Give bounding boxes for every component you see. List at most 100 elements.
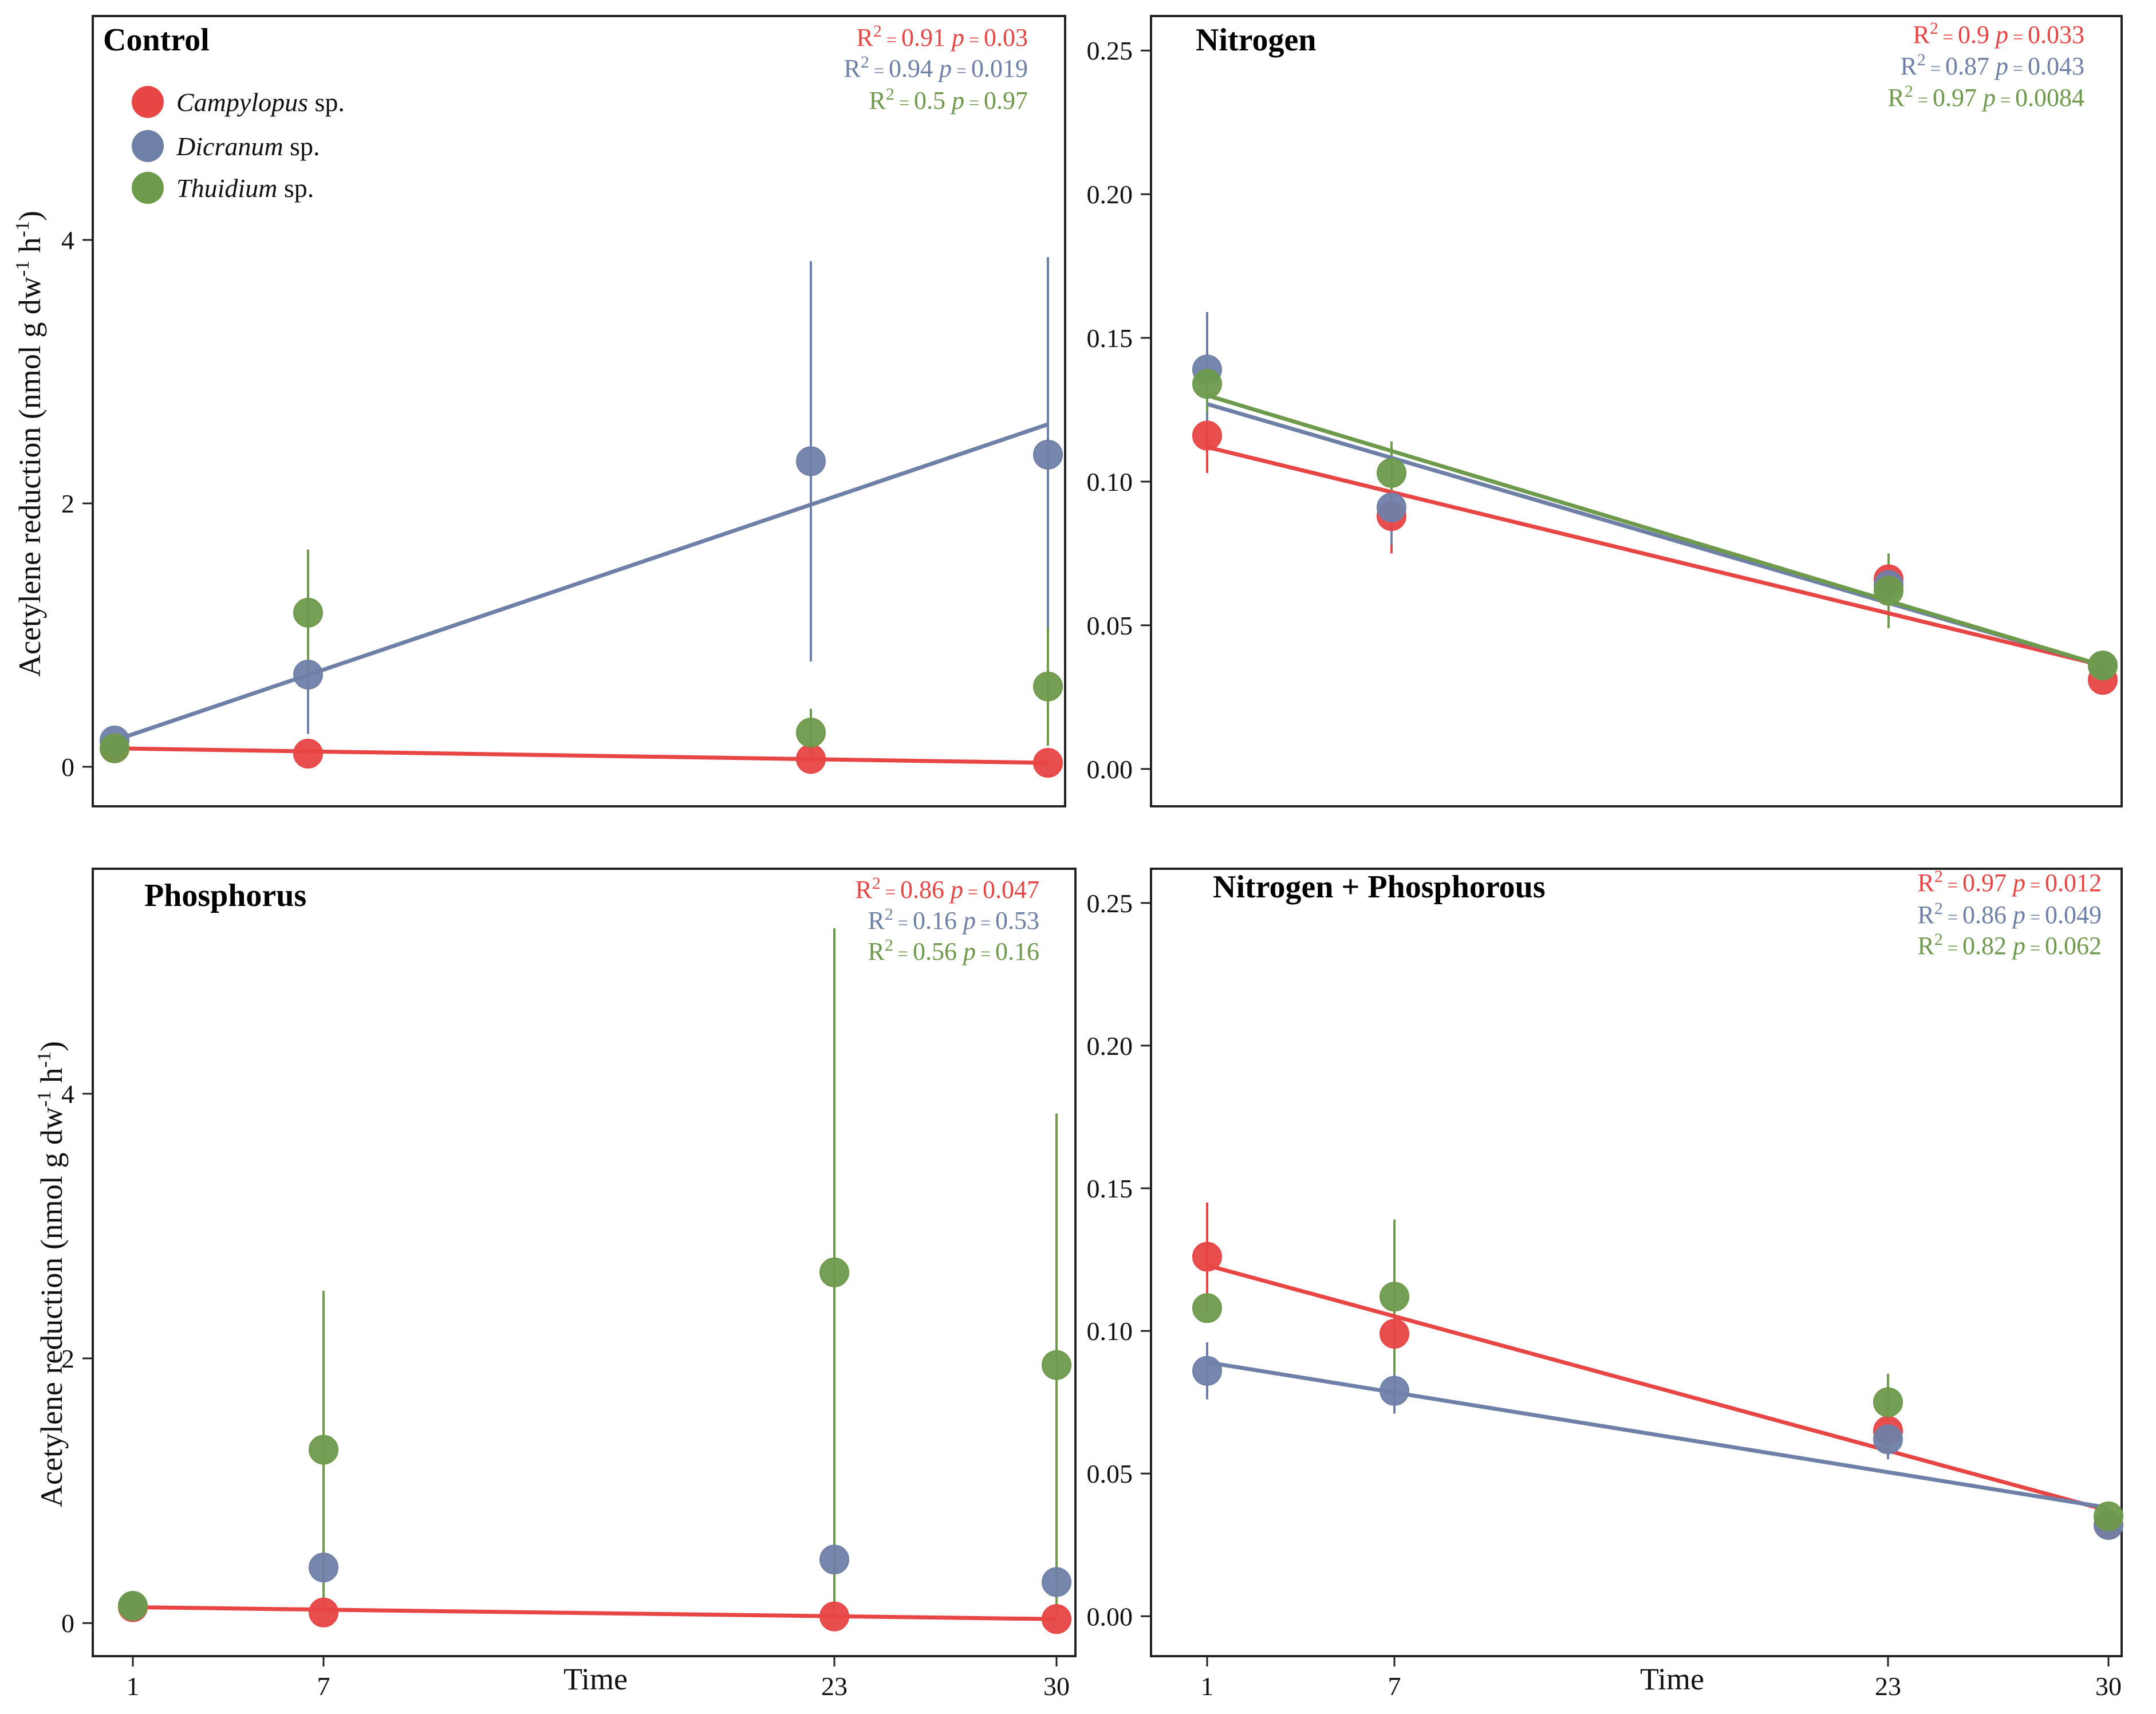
- data-point: [1873, 1387, 1903, 1417]
- data-point: [1192, 1356, 1222, 1386]
- y-tick-label: 0.20: [1087, 180, 1133, 209]
- y-tick-label: 2: [61, 489, 74, 518]
- stats-annotation: R2 = 0.97 p = 0.012: [1918, 867, 2102, 897]
- x-tick-label: 23: [821, 1672, 848, 1701]
- plot-frame: [1150, 868, 2123, 1657]
- x-tick-label: 30: [1043, 1672, 1070, 1701]
- stats-annotation: R2 = 0.9 p = 0.033: [1913, 19, 2084, 49]
- data-point: [796, 446, 826, 476]
- plot-frame: [1150, 15, 2123, 807]
- stats-annotation: R2 = 0.16 p = 0.53: [868, 905, 1039, 935]
- x-tick-label: 1: [1201, 1672, 1214, 1701]
- data-point: [1033, 671, 1063, 702]
- legend-marker: [132, 130, 164, 162]
- legend-marker: [132, 172, 164, 204]
- data-point: [309, 1553, 338, 1583]
- y-tick-label: 0.10: [1087, 467, 1133, 497]
- y-tick-label: 0.00: [1087, 755, 1133, 784]
- stats-annotation: R2 = 0.97 p = 0.0084: [1888, 82, 2084, 112]
- fit-line: [1206, 393, 2104, 668]
- fit-line: [1207, 1263, 2109, 1513]
- data-point: [1042, 1567, 1071, 1597]
- fit-line: [132, 1605, 1057, 1621]
- y-tick-label: 2: [61, 1344, 74, 1373]
- data-point: [293, 739, 323, 769]
- data-point: [1192, 1293, 1222, 1323]
- data-point: [118, 1591, 148, 1621]
- y-tick-label: 0.10: [1087, 1317, 1133, 1346]
- data-point: [819, 1544, 849, 1575]
- panel-1: 0.00 0.05 0.10 0.15 0.20 0.25 Nitrogen R2 = 0.9…: [1087, 15, 2123, 807]
- data-point: [819, 1257, 849, 1287]
- y-tick-label: 4: [61, 1079, 74, 1109]
- plot-frame: [92, 15, 1066, 807]
- x-axis-label: Time: [563, 1662, 628, 1696]
- y-tick-label: 0: [61, 752, 74, 782]
- data-point: [100, 733, 129, 763]
- x-tick-label: 1: [127, 1672, 140, 1701]
- data-point: [1033, 439, 1063, 470]
- y-tick-label: 0.05: [1087, 1459, 1133, 1488]
- stats-annotation: R2 = 0.82 p = 0.062: [1918, 930, 2102, 960]
- data-point: [1379, 1282, 1409, 1312]
- stats-annotation: R2 = 0.56 p = 0.16: [868, 936, 1039, 966]
- panel-title: Phosphorus: [144, 878, 306, 913]
- panel-3: 0.00 0.05 0.10 0.15 0.20 0.25 1 7 23 30 Nitrogen +…: [1087, 867, 2123, 1701]
- fit-line: [1207, 1360, 2109, 1510]
- stats-annotation: R2 = 0.94 p = 0.019: [844, 53, 1028, 82]
- data-point: [1192, 1242, 1222, 1272]
- data-point: [1379, 1376, 1409, 1406]
- data-point: [1874, 576, 1903, 606]
- y-tick-label: 4: [61, 226, 74, 255]
- x-tick-label: 23: [1875, 1672, 1901, 1701]
- data-point: [2094, 1501, 2123, 1531]
- y-tick-label: 0.25: [1087, 36, 1133, 65]
- y-tick-label: 0.00: [1087, 1602, 1133, 1631]
- stats-annotation: R2 = 0.5 p = 0.97: [869, 85, 1028, 115]
- data-point: [796, 718, 826, 748]
- fit-line: [1207, 445, 2103, 668]
- stats-annotation: R2 = 0.87 p = 0.043: [1901, 50, 2084, 80]
- data-point: [1377, 492, 1406, 523]
- legend-entry: Campylopus sp.: [176, 88, 345, 117]
- data-point: [1033, 748, 1063, 778]
- stats-annotation: R2 = 0.86 p = 0.047: [856, 874, 1039, 904]
- y-tick-label: 0: [61, 1609, 74, 1638]
- y-axis-label: Acetylene reduction (nmol g dw-1 h-1): [34, 1041, 69, 1507]
- stats-annotation: R2 = 0.91 p = 0.03: [857, 22, 1028, 52]
- data-point: [309, 1597, 338, 1628]
- data-point: [1379, 1319, 1409, 1349]
- data-point: [293, 597, 323, 628]
- data-point: [819, 1601, 849, 1632]
- x-tick-label: 30: [2095, 1672, 2122, 1701]
- panel-title: Nitrogen: [1196, 22, 1317, 58]
- legend-marker: [132, 86, 164, 118]
- y-tick-label: 0.20: [1087, 1031, 1133, 1061]
- data-point: [1042, 1350, 1071, 1380]
- data-point: [1192, 369, 1222, 399]
- x-tick-label: 7: [317, 1672, 330, 1701]
- y-tick-label: 0.25: [1087, 889, 1133, 918]
- data-point: [293, 660, 323, 689]
- y-axis-label: Acetylene reduction (nmol g dw-1 h-1): [12, 211, 47, 677]
- data-point: [1042, 1604, 1071, 1634]
- legend-entry: Thuidium sp.: [176, 174, 314, 203]
- y-tick-label: 0.15: [1087, 1174, 1133, 1203]
- panel-title: Nitrogen + Phosphorous: [1213, 869, 1546, 905]
- panel-title: Control: [103, 22, 210, 58]
- data-point: [2088, 651, 2118, 681]
- data-point: [796, 744, 826, 774]
- data-point: [1377, 458, 1406, 488]
- data-point: [309, 1435, 338, 1465]
- x-tick-label: 7: [1388, 1672, 1401, 1701]
- y-tick-label: 0.15: [1087, 324, 1133, 353]
- legend-entry: Dicranum sp.: [176, 132, 320, 161]
- data-point: [1873, 1424, 1903, 1455]
- fit-line: [113, 422, 1049, 743]
- y-tick-label: 0.05: [1087, 611, 1133, 640]
- x-axis-label: Time: [1640, 1662, 1704, 1696]
- plot-frame: [92, 868, 1077, 1657]
- stats-annotation: R2 = 0.86 p = 0.049: [1918, 899, 2102, 929]
